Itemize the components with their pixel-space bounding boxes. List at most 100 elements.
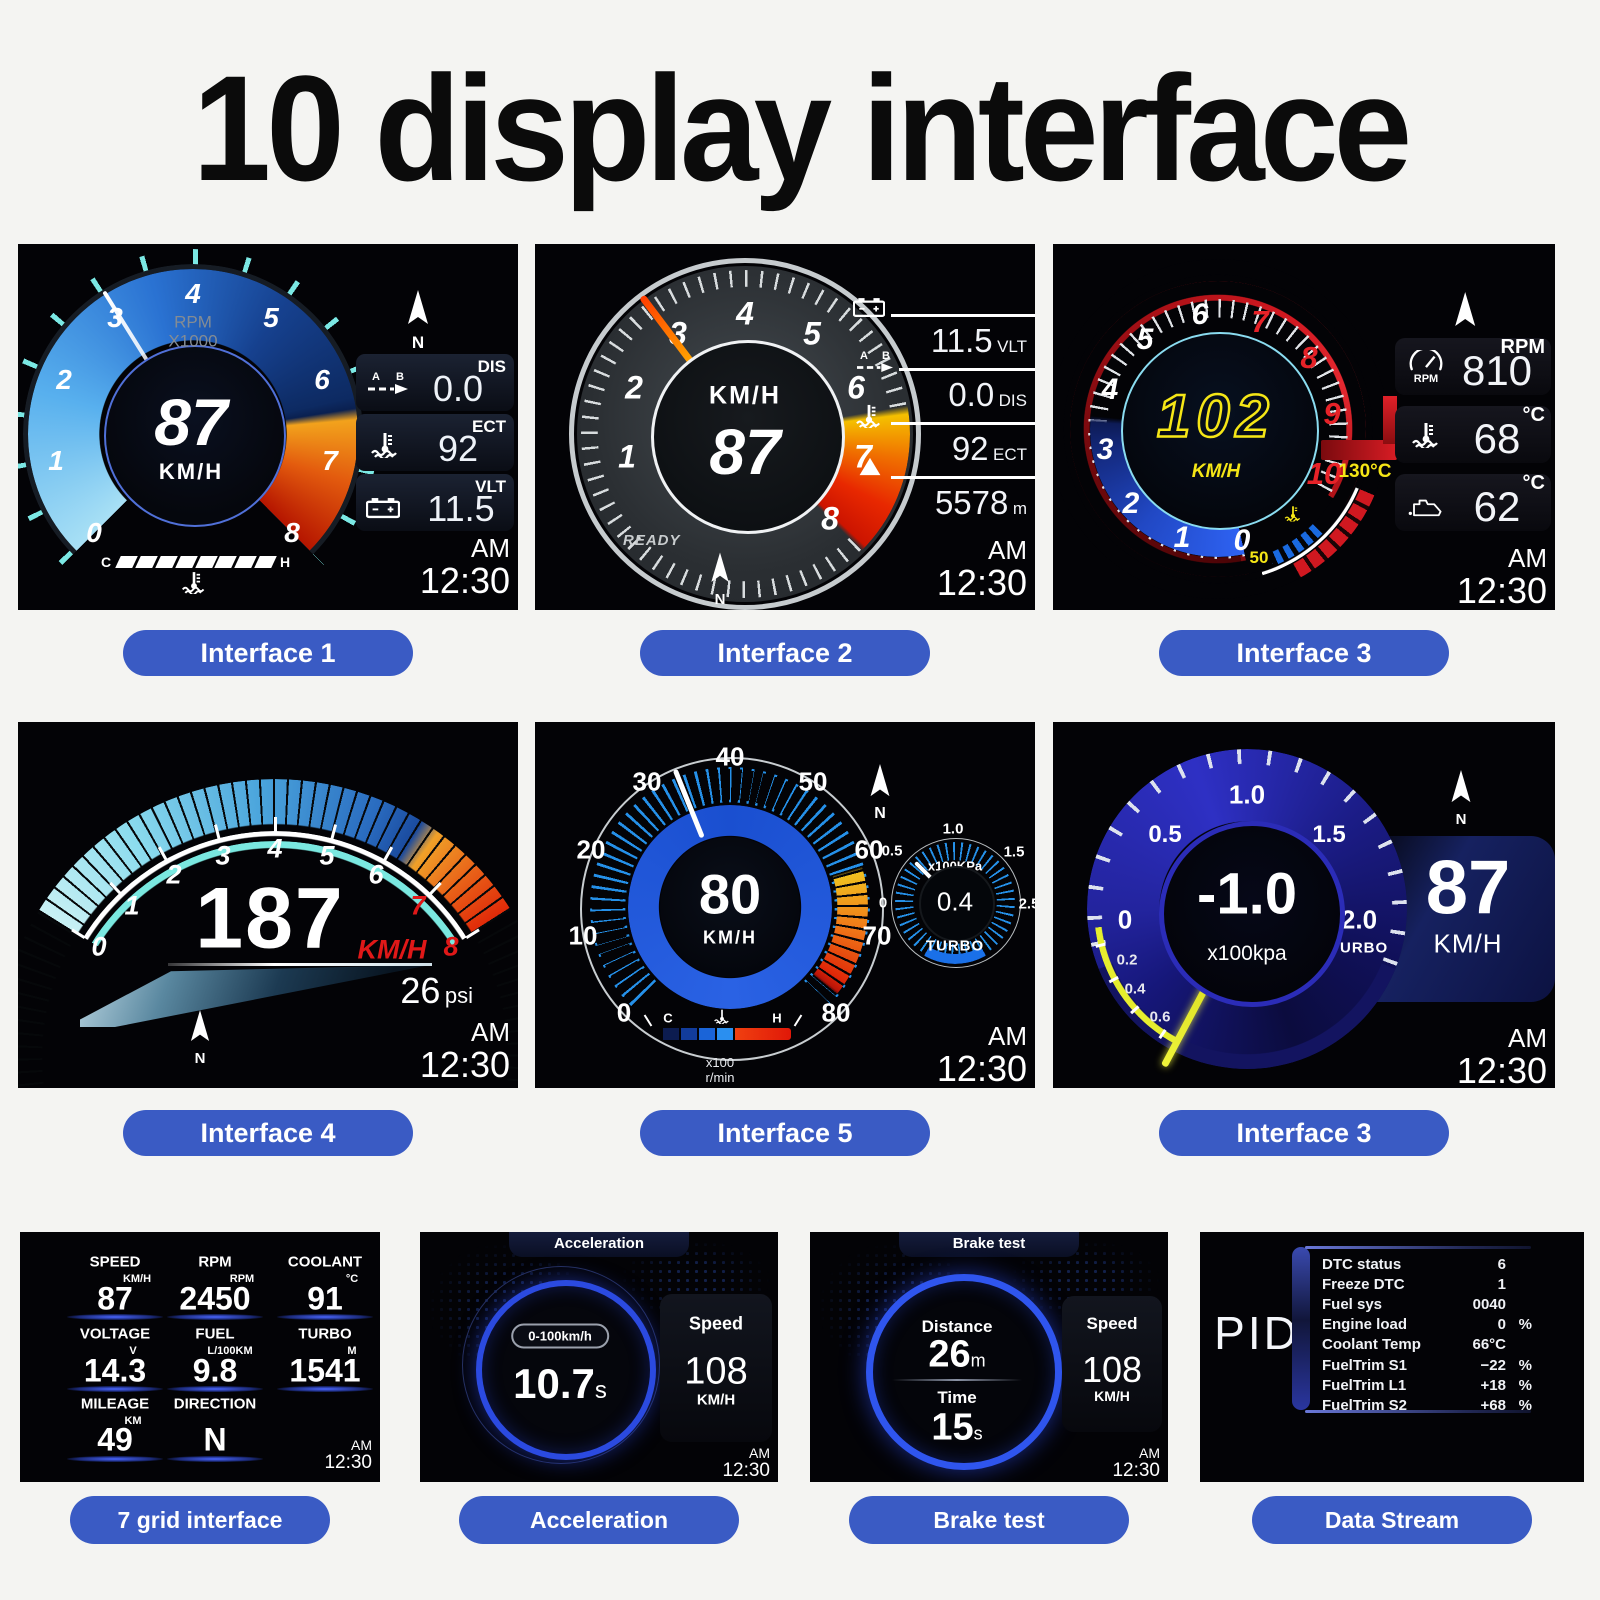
button-acceleration[interactable]: Acceleration	[459, 1496, 739, 1544]
button-data-stream[interactable]: Data Stream	[1252, 1496, 1532, 1544]
battery-icon	[365, 496, 401, 524]
row-divider	[891, 422, 1035, 425]
speed-unit: KM/H	[703, 927, 757, 948]
tick-label: 2.0	[1340, 904, 1378, 935]
button-7-grid[interactable]: 7 grid interface	[70, 1496, 330, 1544]
row-label: ECT	[472, 417, 506, 436]
tick-label: 0	[91, 931, 107, 962]
tick-label: 70	[862, 920, 892, 951]
tick-label: 3	[215, 840, 231, 871]
cell-value: N	[203, 1421, 227, 1458]
turbo-tick-label: 1.0	[942, 820, 964, 838]
speed-label: Speed	[688, 1313, 744, 1334]
data-row-vlt: VLT 11.5	[356, 474, 514, 531]
speed-value: 187	[195, 870, 345, 967]
cell-label: DIRECTION	[173, 1395, 257, 1413]
tick-label: 8	[821, 500, 839, 537]
tick-label: 60	[854, 834, 884, 865]
glow-circle	[476, 1280, 656, 1460]
compass-label: N	[411, 333, 425, 352]
glow-circle	[866, 1274, 1062, 1470]
panel-interface-5: 0 10 20 30 40 50 60 70 80 80 KM/H C H x1…	[535, 722, 1035, 1088]
time-label: Time	[937, 1388, 977, 1407]
rpm-label: RPM X1000	[168, 312, 218, 350]
tick-label: 2	[166, 859, 182, 890]
tick-label: 5	[319, 840, 335, 871]
speed-value: 87	[709, 416, 781, 488]
data-row-oil: °C 62	[1395, 472, 1551, 531]
tick-label: 10	[568, 920, 598, 951]
cell-value: 2450	[179, 1280, 251, 1317]
gauge-center	[104, 345, 286, 527]
temp-bar	[115, 556, 277, 568]
cell-value: 91	[307, 1280, 343, 1317]
cell-value: 87	[97, 1280, 133, 1317]
coolant-min-label: 50	[1249, 548, 1269, 567]
compass-icon: N	[1451, 770, 1472, 828]
panel-interface-3-turbo: 0 0.5 1.0 1.5 2.0 TURBO 0.2 0.4 0.6 -1.0…	[1053, 722, 1555, 1088]
speed-unit: KM/H	[709, 381, 781, 410]
row-label: DIS	[477, 357, 506, 376]
cell-glow	[167, 1386, 263, 1392]
tick-label: 8	[284, 517, 300, 548]
button-interface-3b[interactable]: Interface 3	[1159, 1110, 1449, 1156]
row-value: 62	[1473, 483, 1521, 530]
row-value: 92	[437, 428, 479, 469]
coolant-icon	[1284, 506, 1302, 527]
button-interface-5[interactable]: Interface 5	[640, 1110, 930, 1156]
row-value: 5578 m	[934, 484, 1027, 521]
row-value: 810	[1461, 347, 1533, 394]
cell-unit: KM/H	[122, 1273, 152, 1285]
tick-label: 6	[847, 369, 865, 406]
panel-title: Acceleration	[509, 1232, 689, 1257]
range-pill: 0-100km/h	[511, 1323, 609, 1349]
gauge-center	[1121, 332, 1319, 530]
vac-tick-label: 0.6	[1149, 1008, 1171, 1026]
row-divider	[899, 368, 1035, 371]
page-title: 10 display interface	[192, 44, 1413, 212]
stream-row: Engine load 0%	[1322, 1316, 1532, 1333]
clock: AM 12:30	[419, 533, 510, 602]
panel-acceleration: Acceleration 0-100km/h 10.7s Speed 108 K…	[420, 1232, 778, 1482]
clock: AM 12:30	[324, 1437, 372, 1474]
panel-7-grid: SPEED KM/H 87 RPM RPM 2450 COOLANT °C 91…	[20, 1232, 380, 1482]
row-label: VLT	[475, 477, 506, 496]
tick-label: 4	[736, 295, 754, 332]
button-brake-test[interactable]: Brake test	[849, 1496, 1129, 1544]
stream-row: FuelTrim S2 +68%	[1322, 1397, 1532, 1414]
button-interface-2[interactable]: Interface 2	[640, 630, 930, 676]
panel-interface-4: 0 1 2 3 4 5 6 7 8 187 KM/H 26 psi N AM 12…	[18, 722, 518, 1088]
time-value: 15s	[931, 1406, 983, 1449]
tick-label: 5	[803, 315, 821, 352]
tick-label: 0	[616, 997, 632, 1028]
button-interface-4[interactable]: Interface 4	[123, 1110, 413, 1156]
button-interface-1[interactable]: Interface 1	[123, 630, 413, 676]
button-interface-3[interactable]: Interface 3	[1159, 630, 1449, 676]
cell-value: 49	[97, 1421, 133, 1458]
coolant-icon	[855, 404, 883, 433]
turbo-tick-label: 0	[878, 894, 888, 912]
tick-label: 40	[715, 741, 745, 772]
divider	[892, 1379, 1022, 1381]
tick-label: 4	[267, 833, 283, 864]
compass-label: N	[714, 591, 726, 608]
row-unit: °C	[1522, 404, 1545, 426]
tick-label: 0.5	[1148, 821, 1182, 848]
tick-label: 20	[576, 834, 606, 865]
tick-label: 1	[124, 890, 140, 921]
cell-value: 14.3	[83, 1352, 147, 1389]
tick-label: 30	[632, 766, 662, 797]
accel-time-value: 10.7s	[513, 1360, 607, 1407]
row-value: 0.0 DIS	[948, 376, 1027, 413]
clock: AM 12:30	[936, 535, 1027, 604]
compass-icon: N	[407, 290, 429, 353]
panel-interface-1: 0 1 2 3 4 5 6 7 8 RPM X1000 87 KM/H C H N…	[18, 244, 518, 610]
panel-interface-2: 1 2 3 4 5 6 7 8 t/min x1000 KM/H 87 READ…	[535, 244, 1035, 610]
speed-value: 80	[698, 862, 762, 926]
cell-unit: M	[347, 1345, 357, 1357]
boost-unit: x100kpa	[1207, 942, 1287, 965]
battery-icon	[852, 296, 886, 323]
